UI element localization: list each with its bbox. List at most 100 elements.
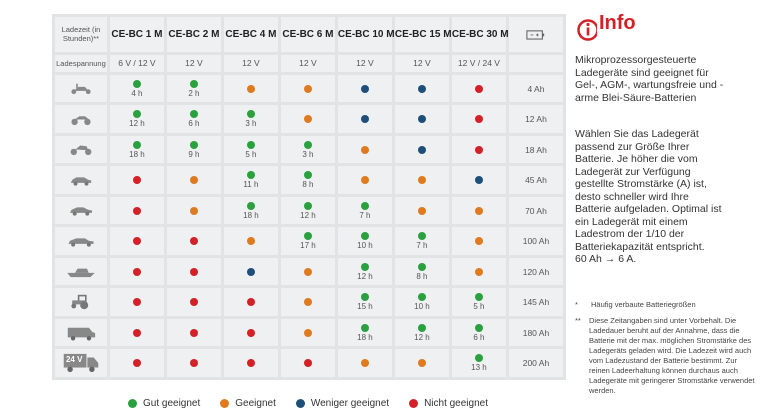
charge-time: 3 h [302,149,314,159]
model-header: CE-BC 4 M [223,17,278,52]
suitability-cell: 11 h [223,166,278,194]
charge-time: 17 h [300,241,316,251]
battery-capacity: 200 Ah [508,349,563,377]
suitability-dot [303,201,312,210]
suitability-cell [337,349,392,377]
suitability-cell: 18 h [337,318,392,347]
voltage-cell: 12 V / 24 V [451,54,506,72]
suitability-dot [303,298,312,307]
suitability-cell: 5 h [451,288,506,316]
suitability-cell [223,227,278,255]
suitability-dot [132,267,141,276]
voltage-header: Ladespannung [55,54,107,72]
suitability-dot [303,267,312,276]
charge-time: 6 h [188,119,200,129]
legend-dot [409,399,419,408]
suitability-dot [417,84,426,93]
charge-time: 3 h [245,119,257,129]
suitability-dot [132,176,141,185]
charge-time: 8 h [416,271,428,281]
suitability-cell: 4 h [109,74,164,103]
model-header: CE-BC 6 M [280,17,335,52]
suitability-cell: 6 h [451,318,506,347]
suitability-dot [303,359,312,368]
legend-label: Gut geeignet [143,398,201,409]
charge-time: 11 h [243,180,259,190]
charge-time: 9 h [188,149,200,159]
suitability-cell [394,196,449,225]
suitability-dot [246,201,255,210]
suitability-cell: 12 h [394,318,449,347]
suitability-dot [246,140,255,149]
legend-item: Weniger geeignet [295,398,390,409]
suitability-cell: 18 h [109,135,164,164]
suitability-cell: 12 h [280,196,335,225]
suitability-dot [474,323,483,332]
vehicle-row: 12 h 8 h 120 Ah [55,257,563,286]
suitability-cell: 12 h [109,105,164,133]
suitability-dot [360,262,369,271]
vehicle-row: 12 h 6 h 3 h 12 Ah [55,105,563,133]
suitability-cell [394,166,449,194]
suitability-cell: 9 h [166,135,221,164]
suitability-cell: 7 h [337,196,392,225]
suitability-dot [132,79,141,88]
model-header: CE-BC 15 M [394,17,452,52]
suitability-dot [474,84,483,93]
suitability-dot [474,237,483,246]
charge-time: 6 h [473,332,485,342]
suitability-dot [189,140,198,149]
suitability-dot [303,171,312,180]
suitability-cell [109,318,164,347]
battery-capacity: 180 Ah [508,318,563,347]
suitability-cell [109,196,164,225]
legend-label: Weniger geeignet [310,398,390,409]
battery-capacity: 45 Ah [508,166,563,194]
suitability-cell [109,166,164,194]
vehicle-row: 11 h 8 h 45 Ah [55,166,563,194]
suitability-cell [451,135,506,164]
info-paragraph-text: Wählen Sie das Ladegerät passend zur Grö… [575,128,722,253]
battery-capacity: 18 Ah [508,135,563,164]
suitability-cell [280,257,335,286]
suitability-cell [166,288,221,316]
suitability-dot [303,84,312,93]
suitability-dot [132,328,141,337]
suitability-dot [189,176,198,185]
suitability-dot [246,110,255,119]
voltage-cell: 12 V [394,54,449,72]
suitability-cell [280,74,335,103]
suitability-dot [417,359,426,368]
battery-capacity: 12 Ah [508,105,563,133]
suitability-dot [189,110,198,119]
suitability-cell: 2 h [166,74,221,103]
voltage-cell: 12 V [337,54,392,72]
charge-time: 18 h [129,149,145,159]
suitability-cell: 8 h [280,166,335,194]
model-header: CE-BC 1 M [109,17,164,52]
suitability-dot [474,293,483,302]
suitability-dot [246,84,255,93]
info-paragraph-selection: Wählen Sie das Ladegerät passend zur Grö… [575,128,725,266]
boat-icon [55,257,107,286]
suitability-dot [246,237,255,246]
footnote-mark: * [575,299,578,309]
suitability-cell [280,105,335,133]
battery-capacity: 120 Ah [508,257,563,286]
suitability-dot [189,79,198,88]
model-header: CE-BC 10 M [337,17,395,52]
charge-time: 13 h [471,363,487,373]
suitability-cell [166,227,221,255]
suitability-dot [132,359,141,368]
charge-time: 12 h [129,119,145,129]
suitability-cell [223,257,278,286]
suitability-cell: 3 h [280,135,335,164]
suitability-dot [360,323,369,332]
suitability-cell [109,257,164,286]
suitability-cell [223,349,278,377]
suitability-dot [360,293,369,302]
voltage-cell: 6 V / 12 V [109,54,164,72]
suitability-cell: 13 h [451,349,506,377]
suitability-cell: 7 h [394,227,449,255]
suitability-dot [474,115,483,124]
